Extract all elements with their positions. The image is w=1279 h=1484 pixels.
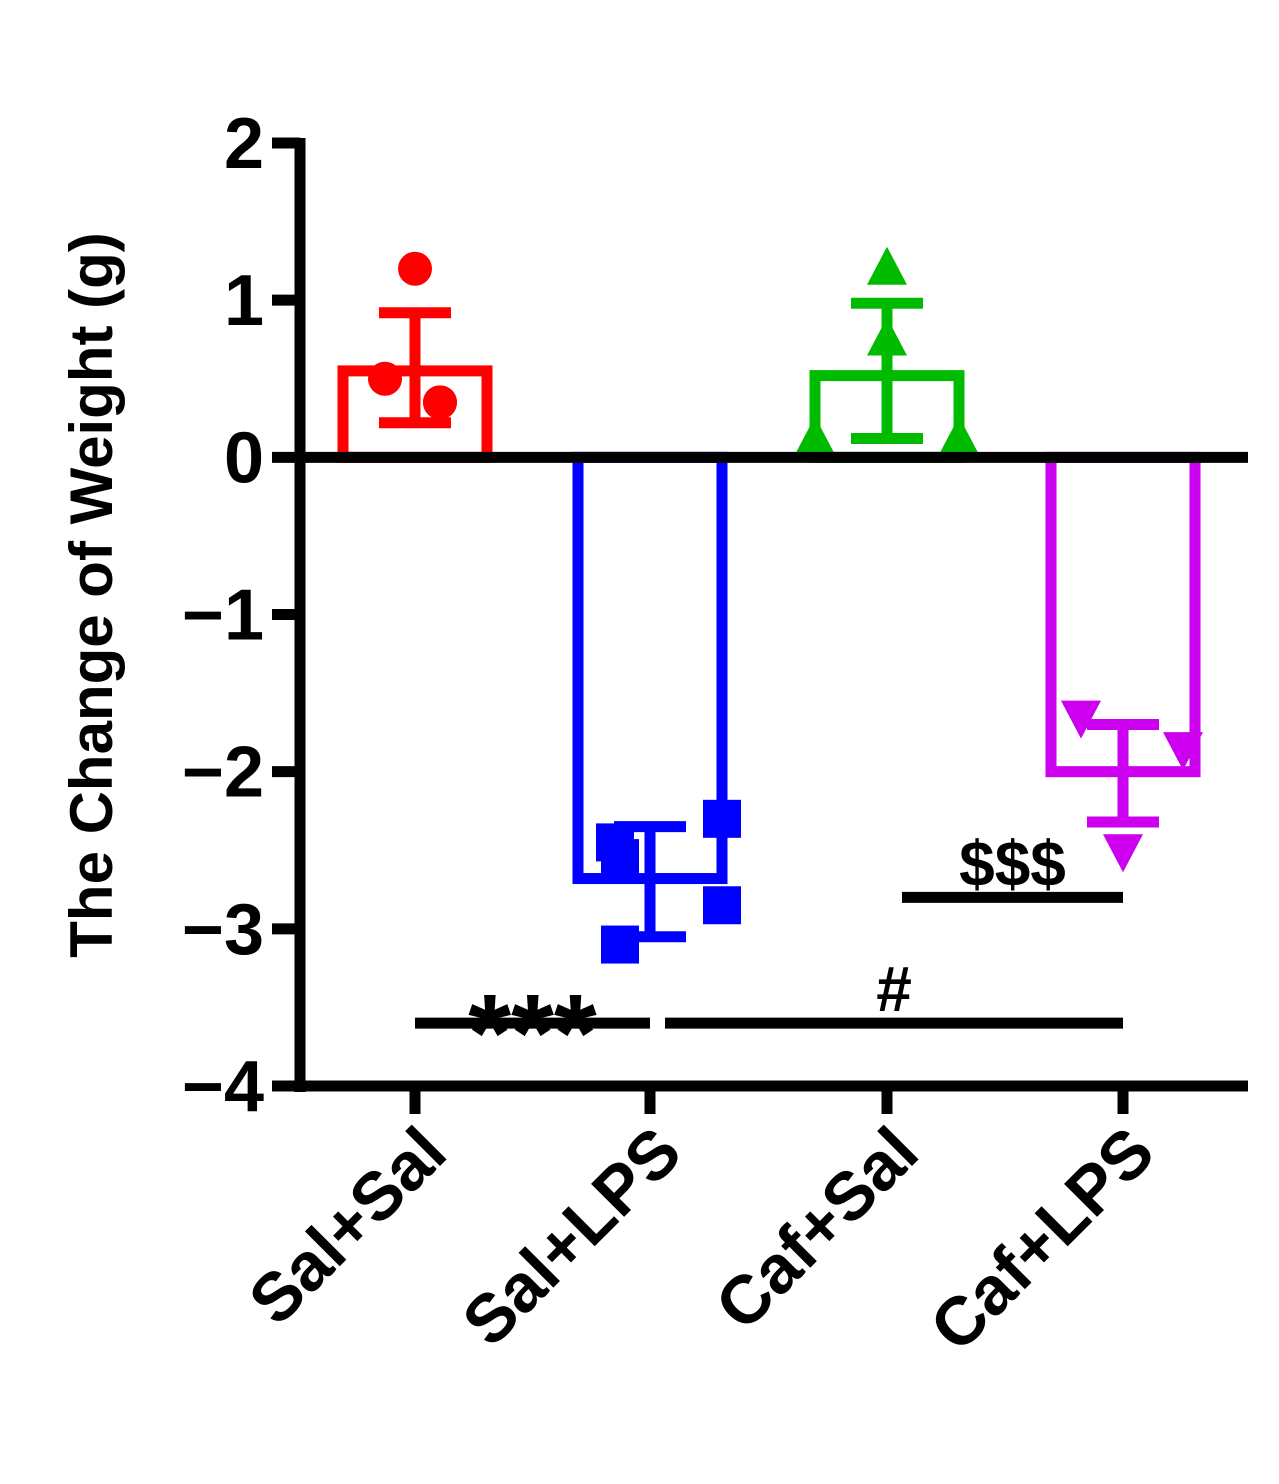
y-axis-label: The Change of Weight (g) — [58, 232, 125, 957]
x-tick-label-caf-lps: Caf+LPS — [916, 1113, 1169, 1366]
data-point — [1163, 732, 1203, 771]
data-point — [601, 925, 639, 964]
data-point — [867, 317, 907, 356]
x-tick-label-sal-sal: Sal+Sal — [234, 1113, 460, 1339]
bar-sal-lps — [572, 451, 728, 885]
y-tick-label: 1 — [224, 261, 264, 341]
y-tick-label: −3 — [182, 890, 264, 970]
data-point — [867, 246, 907, 285]
data-point — [939, 416, 979, 455]
y-tick-label: −1 — [182, 576, 264, 656]
data-point — [703, 886, 741, 925]
significance-label: $$$ — [959, 827, 1066, 899]
y-tick-label: 2 — [224, 104, 264, 184]
significance-label: # — [876, 953, 912, 1025]
data-point — [423, 385, 457, 420]
data-point — [601, 839, 639, 878]
data-point — [368, 361, 402, 396]
y-tick-label: −2 — [182, 733, 264, 813]
data-point — [1061, 700, 1101, 739]
data-point — [795, 416, 835, 455]
x-tick-label-caf-sal: Caf+Sal — [701, 1113, 932, 1344]
y-tick-label: 0 — [224, 418, 264, 498]
data-point — [398, 251, 432, 286]
significance-label: *** — [468, 972, 597, 1095]
y-tick-label: −4 — [182, 1047, 264, 1127]
data-point — [703, 799, 741, 838]
data-point — [1103, 834, 1143, 873]
x-tick-label-sal-lps: Sal+LPS — [448, 1113, 696, 1361]
